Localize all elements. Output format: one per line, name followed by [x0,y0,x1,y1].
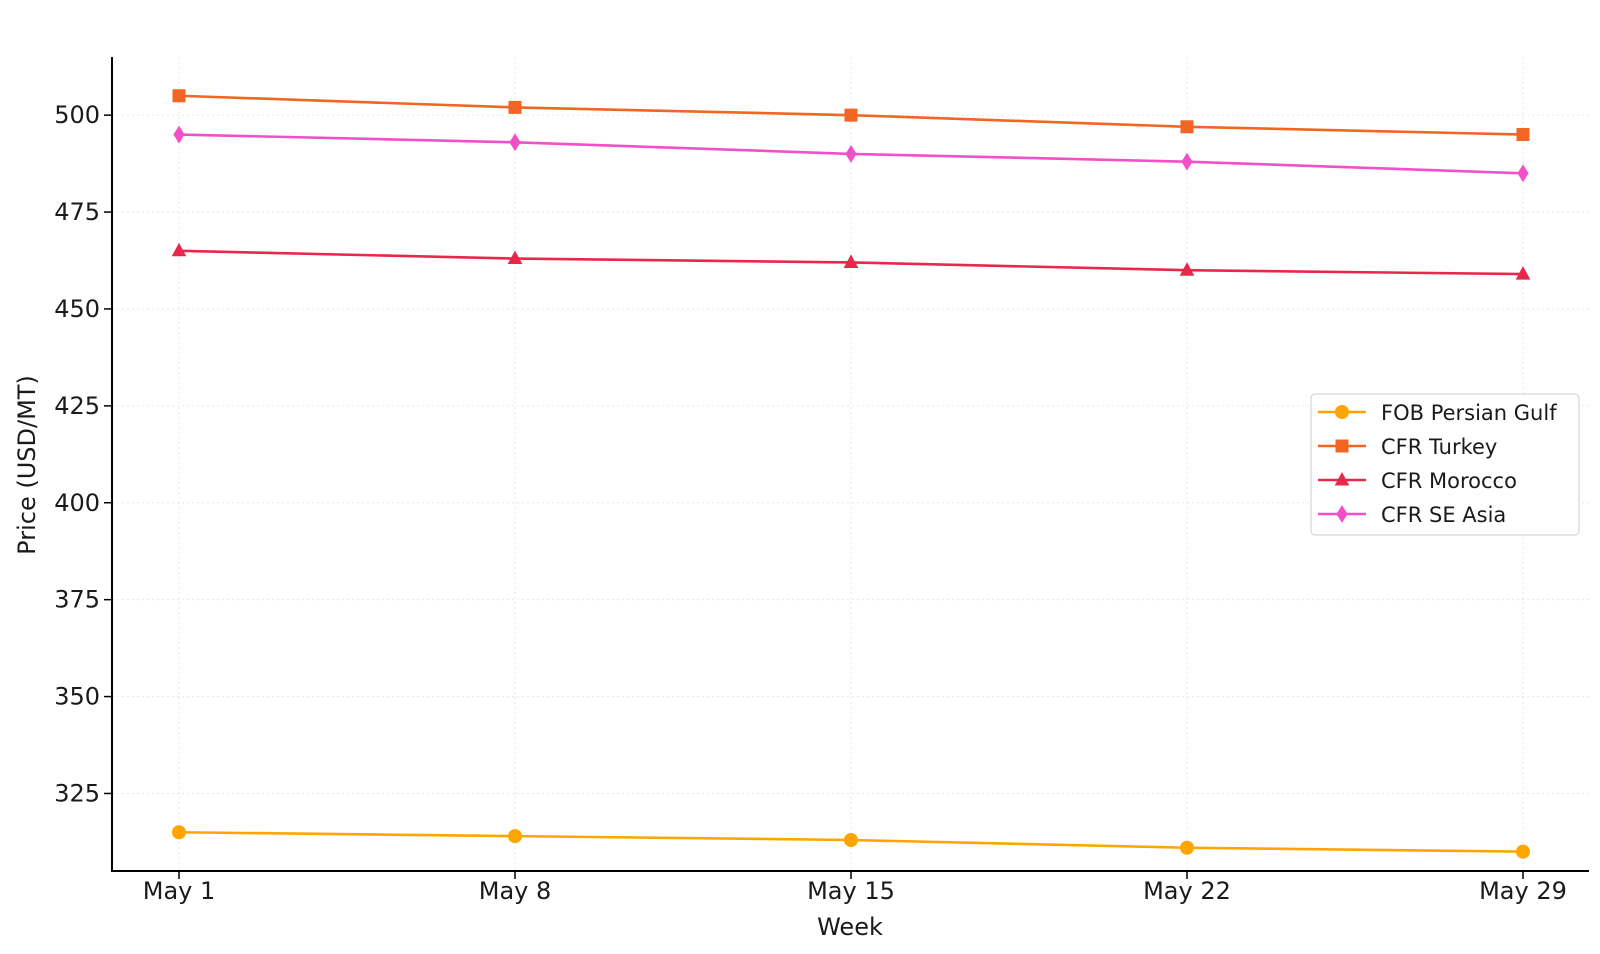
legend-label: CFR Turkey [1381,435,1497,459]
y-tick-label: 400 [54,489,100,517]
series-3 [173,125,1529,183]
series-2 [171,242,1531,280]
series-1 [172,89,1530,142]
data-point [844,108,858,122]
data-point [1179,262,1195,276]
y-ticks: 325 350 375 400 425 450 475 500 [54,101,112,807]
data-point [843,254,859,268]
legend-item: CFR Morocco [1318,469,1517,493]
y-tick-label: 350 [54,683,100,711]
legend-item: FOB Persian Gulf [1318,401,1557,425]
x-tick-label: May 22 [1143,877,1231,905]
data-point [508,100,522,114]
data-point [507,250,523,265]
legend-label: CFR SE Asia [1381,503,1506,527]
legend-label: FOB Persian Gulf [1381,401,1557,425]
series [171,89,1531,859]
series-0 [172,825,1530,859]
x-axis-label: Week [817,913,883,941]
data-point [1517,164,1529,183]
data-point [1515,266,1531,280]
data-point [509,133,521,152]
legend-marker [1336,505,1348,523]
data-point [508,829,522,844]
x-tick-label: May 1 [143,877,216,905]
data-point [1516,844,1530,859]
data-point [173,125,185,144]
x-tick-label: May 29 [1479,877,1567,905]
legend-marker [1334,471,1350,486]
data-point [1180,120,1194,134]
x-tick-label: May 15 [807,877,895,905]
x-tick-label: May 8 [479,877,552,905]
y-axis-label: Price (USD/MT) [13,375,41,555]
y-tick-label: 450 [54,295,100,323]
data-point [1180,840,1194,855]
legend-item: CFR Turkey [1318,435,1497,459]
legend-label: CFR Morocco [1381,469,1517,493]
legend-marker [1335,439,1349,453]
data-point [844,832,858,847]
y-tick-label: 475 [54,198,100,226]
y-tick-label: 425 [54,392,100,420]
legend-item: CFR SE Asia [1318,503,1506,527]
x-ticks: May 1 May 8 May 15 May 22 May 29 [143,871,1567,905]
legend-box [1310,393,1580,536]
legend-marker [1335,405,1349,419]
y-tick-label: 375 [54,586,100,614]
data-point [172,825,186,840]
axes [111,57,1589,872]
data-point [1516,128,1530,142]
y-tick-label: 500 [54,101,100,129]
data-point [845,144,857,163]
data-point [171,242,187,257]
legend: FOB Persian Gulf CFR Turkey CFR Morocco CFR… [1310,393,1580,536]
data-point [1181,152,1193,171]
y-tick-label: 325 [54,779,100,807]
data-point [172,89,186,103]
